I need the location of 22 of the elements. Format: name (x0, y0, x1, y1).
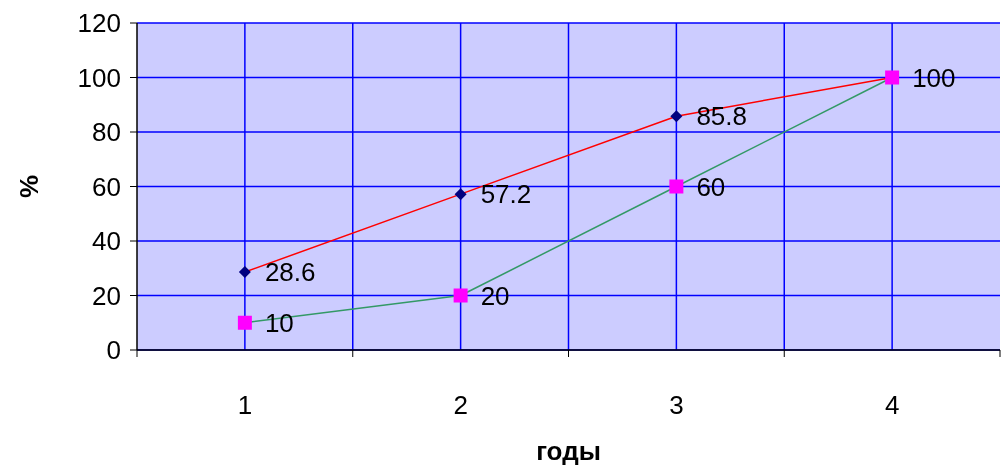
point (237, 315, 252, 330)
x-tick-label: 4 (884, 390, 900, 420)
point (238, 266, 251, 279)
data-label: 57.2 (480, 179, 532, 210)
point (670, 110, 683, 123)
x-axis-title: годы (536, 436, 601, 466)
data-label: 85.8 (696, 101, 747, 132)
y-tick-label: 60 (92, 171, 121, 202)
y-tick-label: 0 (106, 335, 121, 365)
y-tick-label: 120 (77, 8, 121, 38)
point (454, 188, 467, 201)
y-tick-label: 80 (92, 117, 121, 147)
x-tick-label: 1 (237, 390, 253, 420)
y-tick-label: 100 (77, 62, 121, 93)
y-tick-label: 40 (92, 226, 121, 256)
point (669, 179, 684, 194)
x-tick-label: 2 (453, 390, 468, 420)
y-tick-label: 20 (92, 280, 121, 311)
data-label: 28.6 (264, 257, 316, 288)
point (453, 288, 468, 303)
x-tick-label: 3 (669, 390, 684, 420)
y-axis-title: % (14, 174, 44, 199)
